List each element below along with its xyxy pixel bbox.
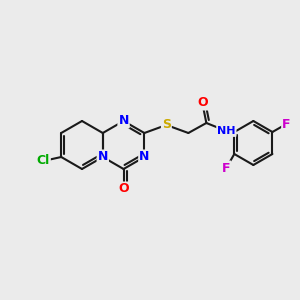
Text: Cl: Cl — [37, 154, 50, 167]
Text: NH: NH — [217, 126, 236, 136]
Text: F: F — [222, 161, 231, 175]
Text: N: N — [139, 151, 149, 164]
Text: S: S — [162, 118, 171, 131]
Text: F: F — [282, 118, 291, 130]
Text: O: O — [118, 182, 129, 196]
Text: O: O — [197, 97, 208, 110]
Text: N: N — [118, 115, 129, 128]
Text: N: N — [98, 151, 108, 164]
